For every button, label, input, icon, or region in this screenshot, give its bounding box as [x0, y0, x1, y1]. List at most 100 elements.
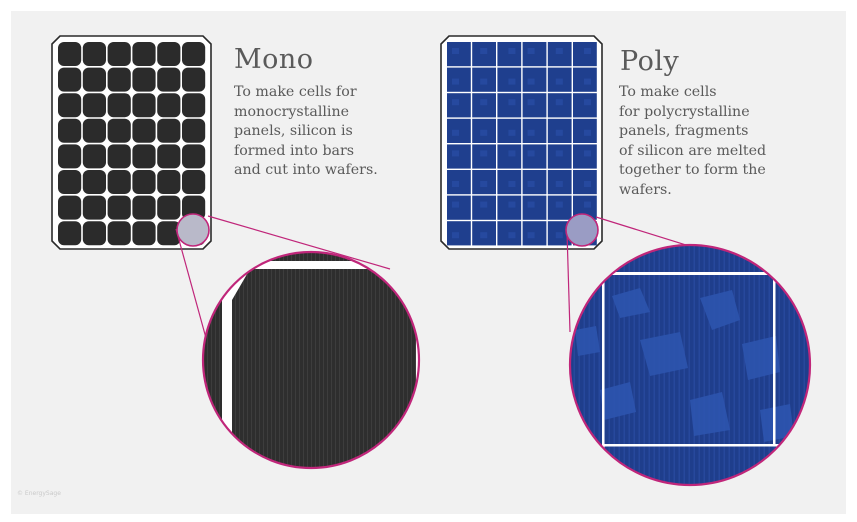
- mono-cell: [182, 170, 206, 194]
- mono-cell: [107, 118, 131, 143]
- poly-cell-fragment: [508, 129, 516, 136]
- mono-cell: [182, 195, 206, 220]
- mono-magnified-cell: [201, 250, 421, 470]
- mono-cell: [107, 67, 131, 92]
- mono-cell: [107, 195, 131, 220]
- mono-cell: [58, 118, 82, 143]
- mono-cell: [132, 42, 156, 66]
- mono-cell: [58, 93, 82, 118]
- credit-text: © EnergySage: [17, 490, 61, 497]
- mono-cell: [82, 93, 106, 118]
- mono-description: To make cells for monocrystalline panels…: [234, 84, 378, 178]
- mono-cell: [157, 144, 181, 169]
- poly-cell-fragment: [527, 201, 535, 208]
- poly-cell-fragment: [555, 201, 563, 208]
- poly-panel: [440, 35, 603, 250]
- poly-cell-fragment: [480, 181, 488, 187]
- poly-cell: [497, 144, 522, 169]
- poly-cell: [573, 144, 597, 169]
- poly-cell-fragment: [452, 129, 459, 136]
- poly-cell-fragment: [555, 48, 563, 54]
- mono-panel: [51, 35, 212, 250]
- poly-cell-fragment: [508, 99, 516, 106]
- poly-cell-fragment: [555, 232, 563, 239]
- poly-cell-fragment: [584, 48, 591, 54]
- mono-cell: [157, 67, 181, 92]
- mono-title: Mono: [234, 44, 314, 75]
- mono-cell: [132, 170, 156, 194]
- poly-cell-fragment: [480, 232, 488, 239]
- poly-title: Poly: [620, 46, 680, 77]
- poly-cell-fragment: [452, 232, 459, 239]
- poly-cell-fragment: [508, 48, 516, 54]
- poly-cell-fragment: [555, 150, 563, 157]
- mono-cell: [58, 170, 82, 194]
- poly-cell: [547, 195, 572, 220]
- poly-cell-fragment: [480, 201, 488, 208]
- poly-cell: [522, 144, 547, 169]
- poly-cell: [522, 93, 547, 118]
- poly-cell-fragment: [584, 181, 591, 187]
- poly-cell-fragment: [584, 129, 591, 136]
- mono-cell: [107, 221, 131, 246]
- mono-cell: [157, 93, 181, 118]
- poly-cell-fragment: [452, 181, 459, 187]
- poly-cell-fragment: [452, 99, 459, 106]
- mono-cell: [82, 170, 106, 194]
- poly-zoom-marker: [565, 213, 599, 247]
- mono-cell: [182, 118, 206, 143]
- mono-cell: [132, 67, 156, 92]
- poly-cell: [472, 195, 496, 220]
- poly-cell-fragment: [584, 150, 591, 157]
- poly-cell-fragment: [480, 48, 488, 54]
- poly-cell-fragment: [452, 150, 459, 157]
- poly-cell-fragment: [527, 150, 535, 157]
- poly-cell-fragment: [480, 129, 488, 136]
- mono-cell: [182, 93, 206, 118]
- poly-cell-fragment: [452, 201, 459, 208]
- mono-cell: [58, 221, 82, 246]
- mono-cell: [132, 221, 156, 246]
- poly-cell-fragment: [508, 78, 516, 85]
- poly-cell: [547, 42, 572, 67]
- mono-cell: [182, 67, 206, 92]
- poly-cell-fragment: [527, 48, 535, 54]
- poly-cell: [547, 144, 572, 169]
- mono-cell: [58, 67, 82, 92]
- mono-cell: [107, 93, 131, 118]
- poly-cell: [472, 42, 496, 67]
- mono-cell: [82, 221, 106, 246]
- mono-cell: [107, 170, 131, 194]
- poly-cell: [447, 195, 471, 220]
- mono-zoom-lines: [175, 215, 391, 339]
- poly-cell-fragment: [584, 78, 591, 85]
- mono-cell: [107, 144, 131, 169]
- poly-cell: [447, 93, 471, 118]
- poly-cell-fragment: [527, 129, 535, 136]
- mono-cell: [132, 195, 156, 220]
- poly-cell-fragment: [584, 201, 591, 208]
- poly-cell: [447, 42, 471, 67]
- poly-cell: [547, 93, 572, 118]
- mono-cell: [82, 42, 106, 66]
- poly-cell-fragment: [508, 232, 516, 239]
- poly-cell-fragment: [584, 99, 591, 106]
- poly-cell-fragment: [527, 232, 535, 239]
- mono-cell: [157, 170, 181, 194]
- poly-cell-fragment: [480, 99, 488, 106]
- mono-cell: [82, 144, 106, 169]
- mono-cell: [82, 118, 106, 143]
- mono-cell: [157, 42, 181, 66]
- poly-cell-fragment: [452, 48, 459, 54]
- mono-cell: [182, 144, 206, 169]
- mono-cell: [82, 67, 106, 92]
- mono-cell: [58, 144, 82, 169]
- mono-cell: [107, 42, 131, 66]
- poly-cell: [573, 42, 597, 67]
- poly-cell: [447, 144, 471, 169]
- poly-cell-fragment: [527, 181, 535, 187]
- poly-cell-fragment: [555, 78, 563, 85]
- mono-cell: [82, 195, 106, 220]
- poly-cell-fragment: [555, 129, 563, 136]
